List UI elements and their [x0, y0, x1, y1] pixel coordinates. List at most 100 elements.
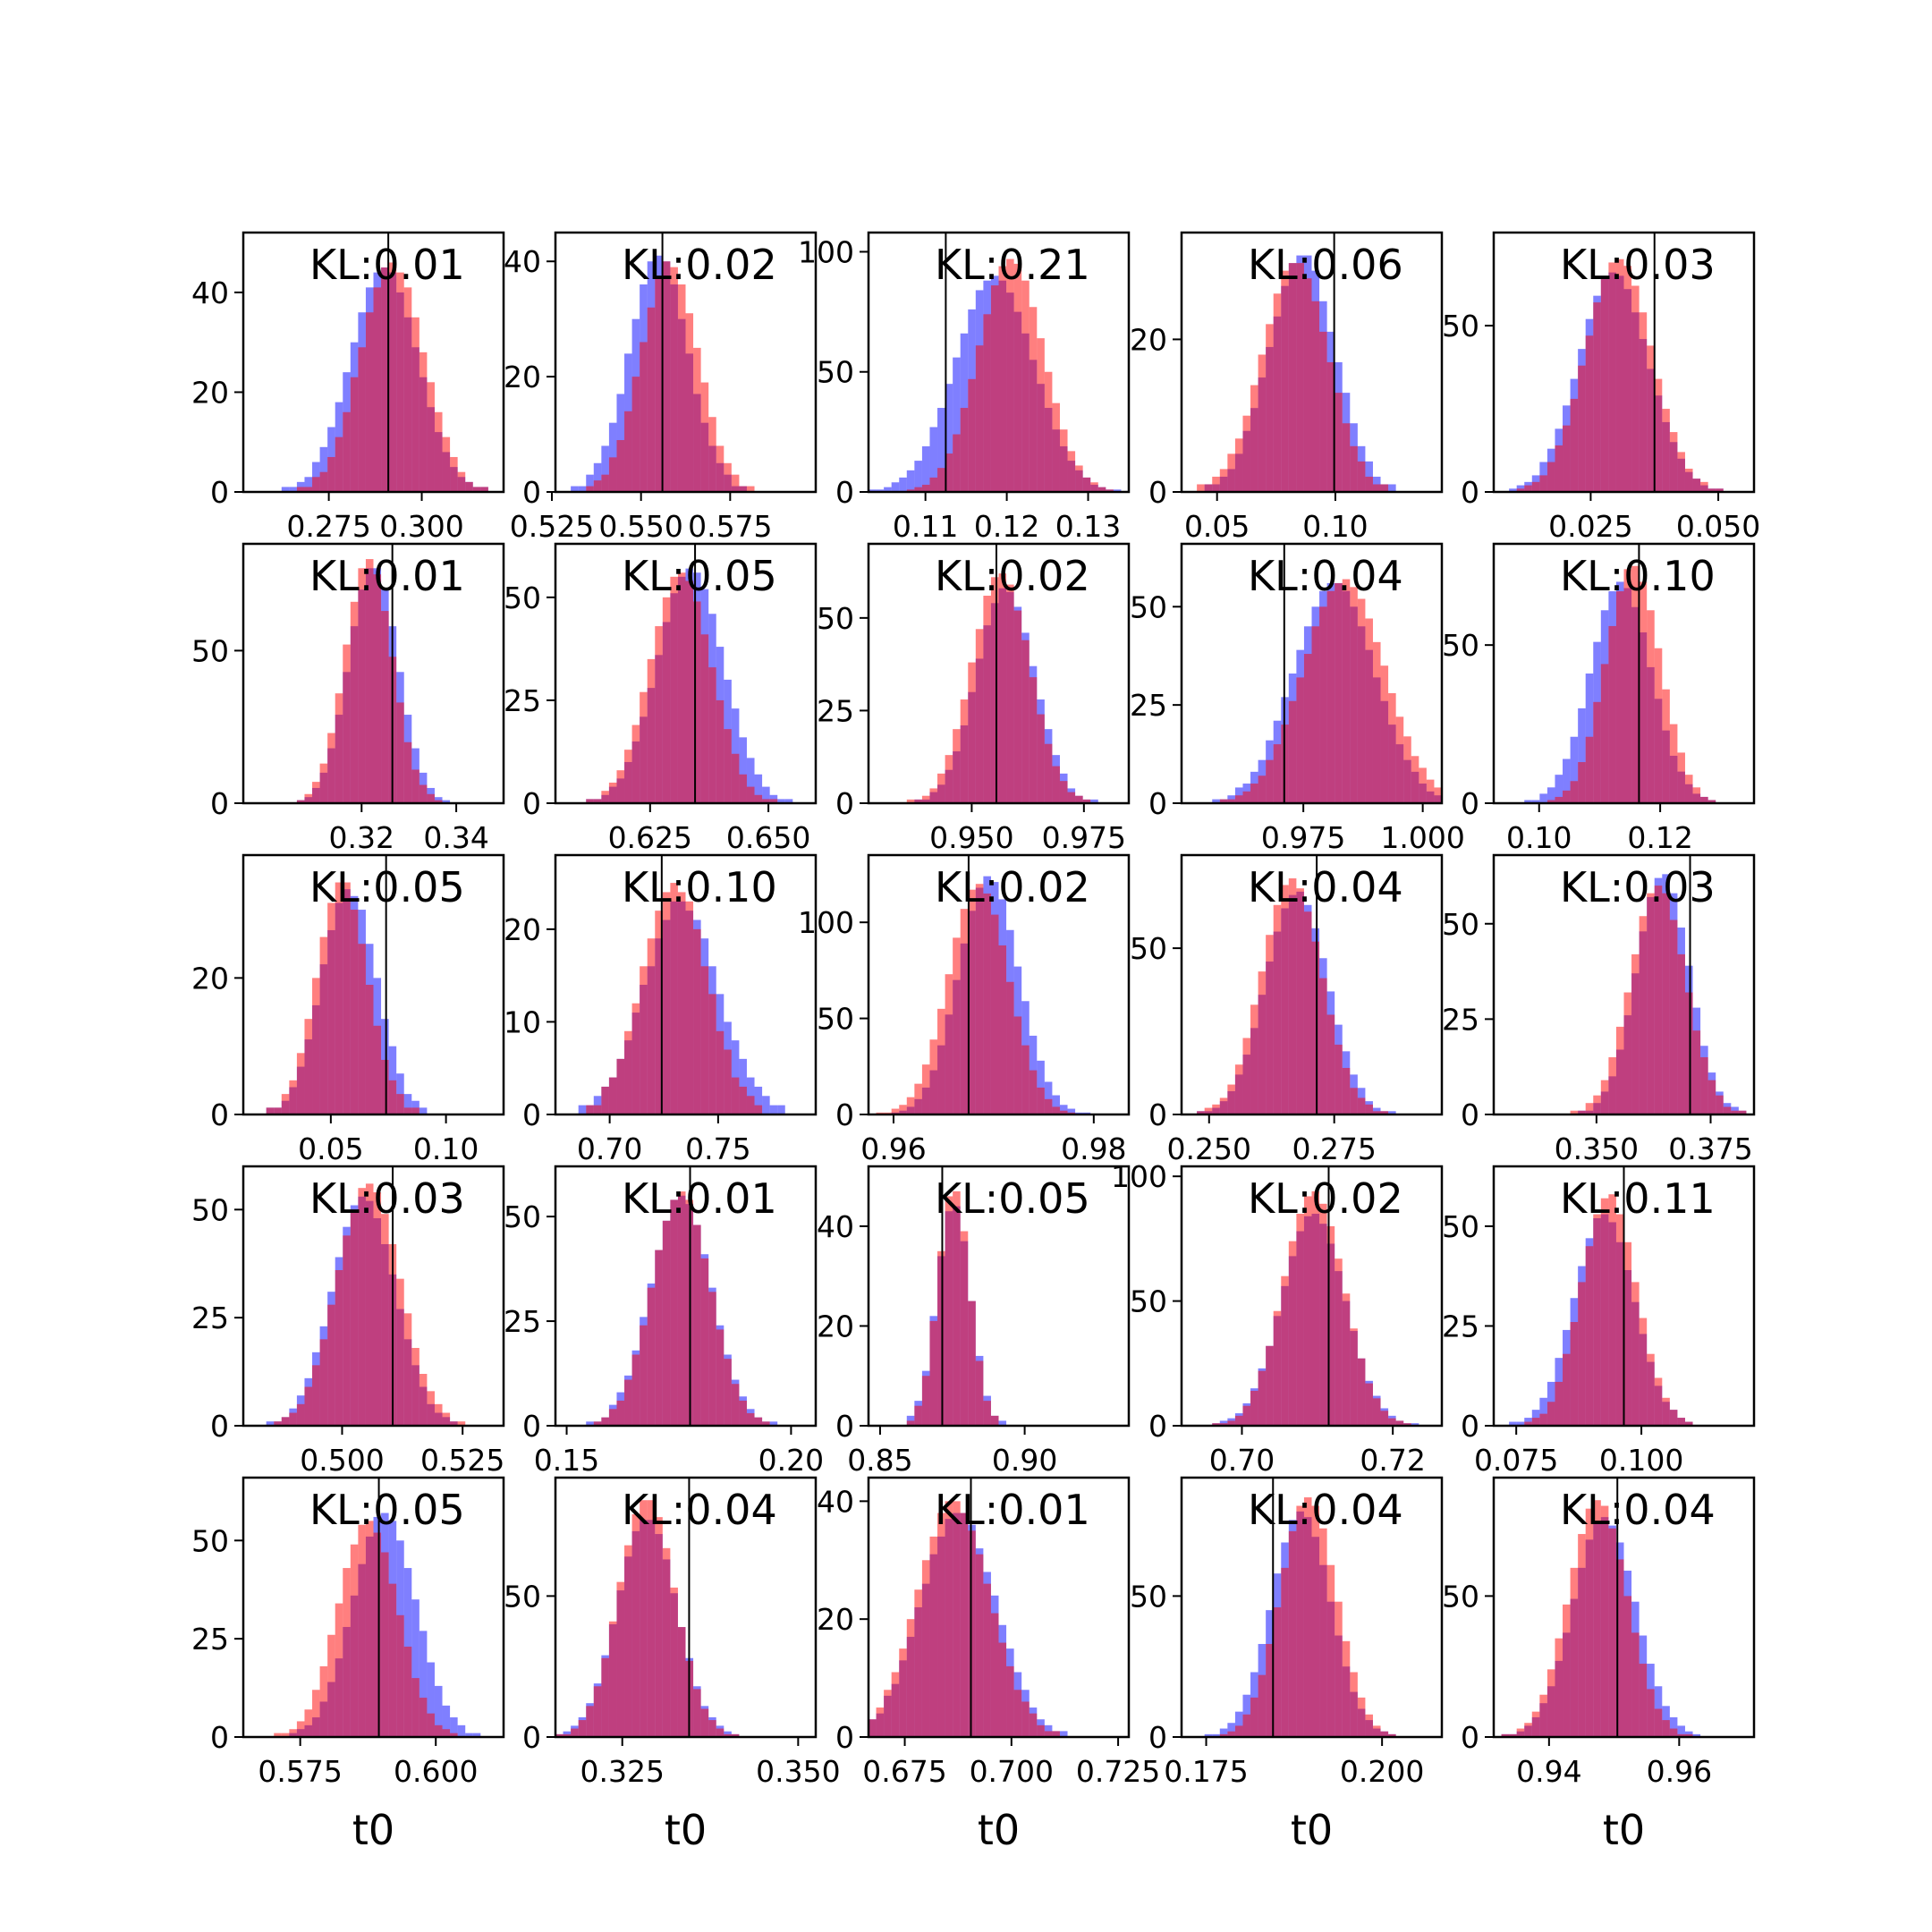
red-histogram-bar: [937, 1008, 945, 1114]
y-tick-label: 0: [1461, 475, 1479, 510]
kl-prefix: KL:: [1560, 552, 1623, 600]
red-histogram-bar: [1006, 981, 1014, 1114]
red-histogram-bar: [358, 347, 366, 492]
red-histogram-bar: [1531, 1418, 1540, 1426]
red-histogram-bar: [647, 938, 656, 1114]
histogram-panel: 0.85 0.90 0 20 40 KL:0.05: [817, 1165, 1131, 1478]
red-histogram-bar: [281, 1094, 290, 1114]
blue-histogram-bar: [891, 482, 900, 492]
red-histogram-bar: [1044, 743, 1053, 803]
red-histogram-bar: [1319, 606, 1327, 803]
red-histogram-bar: [998, 945, 1007, 1114]
red-histogram-bar: [1684, 1733, 1693, 1737]
red-histogram-bar: [693, 1689, 701, 1737]
axes-frame: [867, 1476, 1131, 1739]
red-histogram-bar: [1585, 736, 1594, 803]
y-tick-label: 50: [1442, 1209, 1479, 1244]
red-histogram-bar: [1700, 1057, 1708, 1114]
kl-annotation: KL:0.04: [1560, 1486, 1716, 1534]
red-histogram-bar: [1372, 641, 1381, 803]
y-tick-label: 50: [817, 355, 854, 390]
kl-prefix: KL:: [935, 863, 998, 911]
x-tick-label: 0.350: [756, 1754, 840, 1789]
red-histogram-bar: [708, 994, 716, 1114]
red-histogram-bar: [953, 434, 961, 492]
red-histogram-bar: [1570, 1567, 1579, 1737]
red-histogram-bar: [1319, 331, 1327, 492]
red-histogram-bar: [1654, 1377, 1663, 1426]
kl-prefix: KL:: [935, 552, 998, 600]
kl-annotation: KL:0.02: [1248, 1174, 1403, 1223]
red-histogram-bar: [1434, 787, 1442, 803]
x-tick-label: 0.70: [577, 1131, 642, 1166]
red-histogram-bar: [571, 1728, 579, 1737]
y-tick-label: 40: [817, 1484, 854, 1519]
y-tick-label: 0: [1148, 786, 1167, 821]
kl-prefix: KL:: [309, 241, 373, 289]
red-histogram-bar: [480, 487, 488, 492]
red-histogram-bar: [716, 1728, 724, 1737]
red-histogram-bar: [945, 1196, 953, 1426]
red-histogram-bar: [296, 1721, 305, 1737]
x-tick-label: 0.075: [1474, 1443, 1558, 1478]
blue-histogram-bar: [1555, 775, 1563, 803]
red-histogram-bar: [724, 1359, 732, 1426]
y-tick-label: 0: [522, 1097, 541, 1132]
red-histogram-bar: [1266, 1643, 1274, 1737]
red-histogram-bar: [586, 799, 594, 803]
red-histogram-bar: [1335, 582, 1343, 803]
blue-histogram-bar: [1509, 1421, 1517, 1426]
red-histogram-bar: [1342, 1293, 1351, 1426]
y-tick-label: 0: [522, 1720, 541, 1755]
x-tick-label: 0.12: [1627, 820, 1692, 855]
blue-histogram-bar: [427, 1662, 435, 1737]
red-histogram-bar: [350, 910, 359, 1114]
axes-frame: [867, 853, 1131, 1116]
axes-frame: [242, 542, 505, 805]
blue-histogram-bar: [953, 357, 961, 492]
y-tick-label: 50: [1442, 1579, 1479, 1614]
red-histogram-bar: [381, 1059, 389, 1114]
red-histogram-bar: [1013, 263, 1022, 492]
red-histogram-bar: [1700, 481, 1708, 492]
x-tick-label: 0.950: [929, 820, 1013, 855]
histogram-panel: 0.025 0.050 0 50 KL:0.03: [1442, 231, 1760, 544]
red-histogram-bar: [1197, 484, 1205, 492]
x-tick-label: 0.10: [1302, 509, 1368, 544]
red-histogram-bar: [304, 793, 313, 803]
x-tick-label: 0.600: [394, 1754, 478, 1789]
blue-histogram-bar: [937, 408, 945, 492]
kl-prefix: KL:: [935, 1486, 998, 1534]
red-histogram-bar: [608, 1621, 617, 1737]
red-histogram-bar: [1067, 792, 1076, 803]
red-histogram-bar: [906, 1097, 915, 1114]
red-histogram-bar: [647, 1287, 656, 1426]
blue-histogram-bar: [1539, 793, 1547, 803]
red-histogram-bar: [1288, 1241, 1297, 1426]
blue-histogram-bar: [1669, 1716, 1678, 1737]
y-tick-label: 50: [1130, 589, 1167, 624]
red-histogram-bar: [990, 1415, 999, 1426]
y-tick-label: 50: [504, 1199, 541, 1234]
red-histogram-bar: [914, 1083, 922, 1114]
red-histogram-bar: [327, 456, 335, 492]
red-histogram-bar: [1647, 1353, 1655, 1426]
kl-prefix: KL:: [309, 1486, 373, 1534]
red-histogram-bar: [381, 611, 389, 803]
x-tick-label: 0.050: [1676, 509, 1760, 544]
blue-histogram-bar: [472, 1733, 481, 1737]
red-histogram-bar: [601, 1657, 609, 1737]
red-histogram-bar: [1684, 1421, 1693, 1426]
red-histogram-bar: [960, 909, 969, 1114]
axes-frame: [1180, 1476, 1444, 1739]
y-tick-label: 20: [504, 912, 541, 947]
red-histogram-bar: [465, 481, 473, 492]
blue-histogram-bar: [465, 1733, 473, 1737]
red-histogram-bar: [1273, 904, 1282, 1114]
y-tick-label: 20: [817, 1309, 854, 1343]
red-histogram-bar: [1662, 1720, 1670, 1737]
kl-annotation: KL:0.04: [1248, 552, 1403, 600]
axes-frame: [1180, 542, 1444, 805]
red-histogram-bar: [700, 1708, 709, 1737]
blue-histogram-bar: [1052, 1095, 1060, 1114]
